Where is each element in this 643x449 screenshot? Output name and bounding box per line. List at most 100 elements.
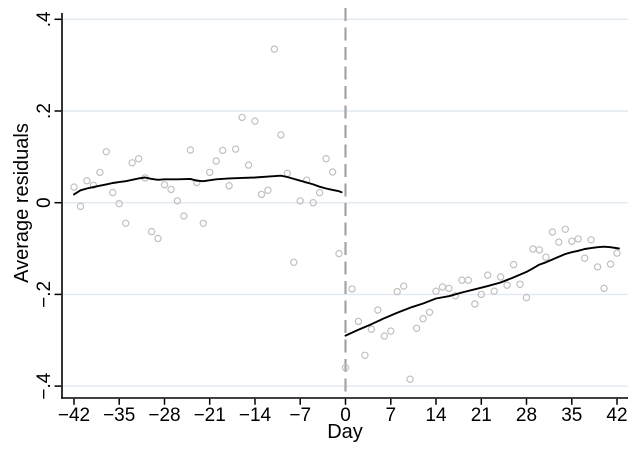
scatter-point: [568, 237, 576, 245]
scatter-point: [147, 227, 156, 236]
scatter-point: [445, 284, 453, 293]
scatter-point: [464, 276, 472, 284]
scatter-point: [581, 254, 589, 262]
x-tick-label: 14: [425, 405, 447, 426]
x-tick-label: 35: [561, 405, 582, 426]
scatter-point: [561, 225, 570, 233]
lowess-line-post: [344, 245, 620, 337]
x-tick-label: −7: [289, 405, 311, 426]
scatter-point: [134, 154, 143, 163]
scatter-point: [96, 168, 104, 177]
scatter-point: [218, 146, 227, 155]
scatter-point: [593, 263, 602, 271]
scatter-point: [393, 287, 401, 296]
scatter-point: [102, 148, 111, 156]
scatter-point: [231, 145, 240, 153]
lowess-layer: [73, 174, 620, 337]
scatter-point: [309, 198, 317, 207]
scatter-point: [76, 202, 85, 211]
scatter-point: [425, 308, 434, 316]
scatter-point: [257, 190, 266, 199]
y-tick-label: −.2: [34, 281, 55, 308]
scatter-point: [83, 176, 91, 185]
scatter-point: [264, 186, 272, 194]
scatter-point: [522, 293, 531, 302]
scatter-point: [535, 246, 544, 254]
x-tick-label: −35: [103, 405, 135, 426]
scatter-point: [400, 282, 408, 290]
scatter-point: [412, 324, 421, 332]
scatter-point: [419, 315, 427, 323]
scatter-point: [205, 168, 214, 177]
scatter-point: [283, 169, 291, 178]
scatter-point: [406, 375, 414, 383]
axes-layer: .4 .2 0 −.2 −.4−42 −35 −28 −21 −14 −7 0 7 14 21 28 35 42: [34, 11, 628, 426]
scatter-point: [328, 168, 337, 176]
x-tick-label: 21: [471, 405, 492, 426]
y-tick-label: .4: [34, 11, 55, 27]
scatter-point: [296, 197, 304, 205]
scatter-point: [600, 284, 608, 293]
scatter-point: [574, 235, 582, 243]
scatter-point: [348, 285, 356, 293]
scatter-point: [251, 117, 259, 125]
scatter-point: [89, 181, 98, 189]
scatter-point: [432, 287, 440, 295]
scatter-point: [341, 364, 350, 372]
scatter-point: [180, 212, 188, 220]
scatter-point: [121, 219, 130, 227]
scatter-point: [367, 325, 376, 333]
scatter-point: [374, 306, 382, 314]
scatter-point: [587, 236, 595, 244]
scatter-point: [613, 249, 621, 257]
scatter-point: [484, 271, 492, 279]
x-tick-label: 0: [340, 405, 351, 426]
scatter-point: [115, 199, 123, 208]
scatter-point: [548, 228, 557, 236]
x-tick-label: 7: [386, 405, 397, 426]
scatter-point: [244, 161, 253, 169]
scatter-point: [70, 183, 78, 191]
scatter-point: [458, 276, 466, 284]
scatter-layer: [70, 45, 621, 383]
scatter-point: [322, 154, 330, 163]
scatter-point: [606, 260, 615, 268]
scatter-point: [490, 287, 498, 295]
scatter-point: [477, 290, 485, 299]
scatter-point: [555, 238, 563, 246]
scatter-point: [225, 181, 233, 190]
x-tick-label: −21: [194, 405, 226, 426]
scatter-point: [496, 273, 505, 281]
scatter-point: [128, 159, 136, 167]
scatter-point: [167, 185, 175, 194]
x-tick-label: 28: [516, 405, 537, 426]
lowess-line-pre: [73, 174, 343, 196]
scatter-point: [160, 181, 169, 189]
scatter-point: [542, 253, 550, 261]
x-axis-title: Day: [327, 421, 363, 443]
scatter-point: [315, 188, 324, 197]
scatter-point: [109, 188, 117, 197]
scatter-point: [193, 178, 201, 187]
scatter-point: [380, 332, 388, 340]
x-tick-label: −42: [58, 405, 90, 426]
scatter-point: [212, 157, 220, 165]
scatter-point: [154, 234, 162, 243]
scatter-point: [509, 260, 518, 269]
y-tick-label: −.4: [34, 372, 55, 399]
scatter-point: [238, 113, 246, 122]
scatter-point: [503, 281, 511, 289]
scatter-point: [516, 280, 524, 288]
scatter-point: [186, 146, 195, 154]
scatter-point: [471, 300, 479, 308]
x-tick-label: 42: [606, 405, 627, 426]
scatter-point: [335, 249, 343, 258]
scatter-point: [529, 245, 537, 253]
scatter-point: [354, 317, 363, 326]
scatter-point: [173, 197, 182, 205]
y-axis-title: Average residuals: [11, 123, 33, 283]
scatter-point: [290, 258, 298, 266]
scatter-point: [438, 283, 447, 291]
